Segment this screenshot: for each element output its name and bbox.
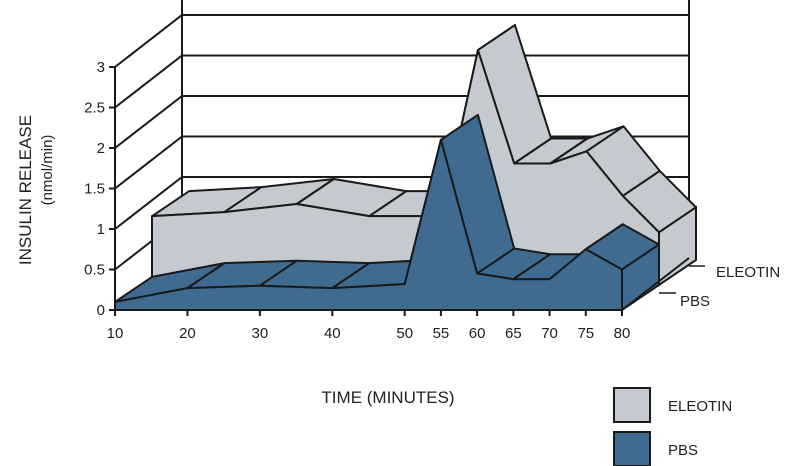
x-tick-label: 80 — [614, 325, 631, 342]
x-tick-label: 75 — [577, 325, 594, 342]
legend-swatch-eleotin — [613, 387, 651, 423]
x-tick-label: 55 — [433, 325, 450, 342]
x-tick-label: 50 — [396, 325, 413, 342]
x-tick-labels: 10 20 30 40 50 55 60 65 70 75 80 — [107, 310, 631, 342]
depth-label-eleotin: ELEOTIN — [716, 264, 780, 281]
x-tick-label: 20 — [179, 325, 196, 342]
series-ribbons — [114, 24, 697, 312]
pbs-ribbon-front-face — [114, 138, 623, 311]
grid-line — [114, 14, 689, 68]
legend: ELEOTIN PBS — [613, 387, 732, 466]
floor-right-edge — [621, 257, 690, 311]
y-axis-title: INSULIN RELEASE — [16, 115, 35, 265]
grid-line — [114, 54, 689, 109]
y-tick-labels: 0 0.5 1 1.5 2 2.5 3 — [84, 59, 115, 319]
x-axis-title: TIME (MINUTES) — [321, 388, 454, 407]
x-tick-label: 60 — [469, 325, 486, 342]
x-tick-label: 40 — [324, 325, 341, 342]
y-tick-label: 0 — [97, 302, 105, 319]
x-tick-label: 30 — [252, 325, 269, 342]
y-tick-label: 2 — [97, 140, 105, 157]
y-tick-label: 2.5 — [84, 100, 105, 117]
y-tick-label: 1.5 — [84, 181, 105, 198]
legend-label-pbs: PBS — [668, 442, 698, 459]
y-tick-label: 1 — [97, 221, 105, 238]
y-tick-label: 3 — [97, 59, 105, 76]
x-tick-label: 70 — [541, 325, 558, 342]
y-axis-unit: (nmol/min) — [39, 135, 56, 206]
legend-label-eleotin: ELEOTIN — [668, 398, 732, 415]
eleotin-ribbon-front-face — [151, 49, 660, 286]
x-tick-label: 10 — [107, 325, 124, 342]
legend-swatch-pbs — [613, 431, 651, 466]
depth-label-pbs: PBS — [680, 293, 710, 310]
x-tick-label: 65 — [505, 325, 522, 342]
y-tick-label: 0.5 — [84, 262, 105, 279]
